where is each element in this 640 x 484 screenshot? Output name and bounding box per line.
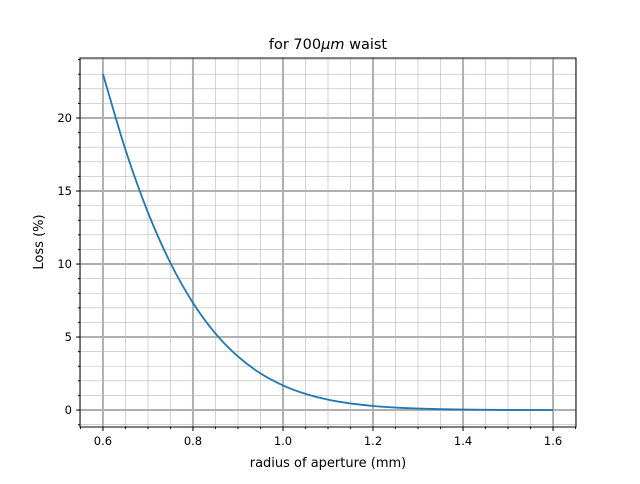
x-tick-label: 1.2	[364, 434, 382, 448]
y-tick-label: 20	[57, 111, 72, 125]
ticks: 0.6 0.8 1.0 1.2 1.4 1.6 0 5 10 15 20	[57, 59, 577, 448]
y-tick-label: 10	[57, 257, 72, 271]
x-axis-label: radius of aperture (mm)	[250, 456, 407, 471]
x-tick-label: 0.8	[184, 434, 202, 448]
chart-title: for 700μm waist	[269, 37, 388, 53]
minor-grid	[80, 58, 576, 427]
y-tick-label: 0	[65, 403, 72, 417]
y-tick-label: 5	[65, 330, 72, 344]
y-axis-label: Loss (%)	[32, 214, 47, 269]
x-tick-label: 0.6	[94, 434, 112, 448]
x-tick-label: 1.0	[274, 434, 292, 448]
x-tick-label: 1.6	[544, 434, 562, 448]
major-grid	[80, 58, 576, 427]
series-layer	[102, 73, 554, 411]
x-tick-label: 1.4	[454, 434, 472, 448]
y-tick-label: 15	[57, 184, 72, 198]
loss-curve	[102, 73, 554, 411]
